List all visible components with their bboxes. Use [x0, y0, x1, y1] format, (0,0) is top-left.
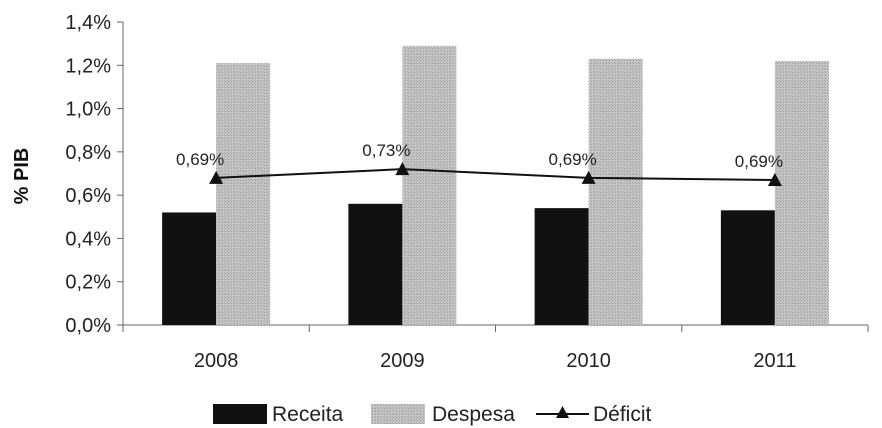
deficit-data-label: 0,69%	[176, 150, 224, 169]
receita-bar	[534, 208, 589, 325]
y-tick-label: 1,2%	[65, 55, 111, 77]
despesa-bar	[402, 45, 457, 326]
deficit-marker	[395, 162, 410, 176]
deficit-data-label: 0,69%	[549, 150, 597, 169]
deficit-data-label: 0,73%	[362, 141, 410, 160]
x-tick-label: 2008	[194, 350, 239, 372]
legend-despesa-swatch	[371, 404, 425, 424]
x-tick-label: 2010	[566, 350, 611, 372]
deficit-line: 0,69% 0,73% 0,69% 0,69%	[176, 141, 783, 186]
bars	[162, 45, 829, 326]
despesa-bar	[774, 60, 829, 325]
deficit-marker	[581, 170, 596, 184]
legend: Receita Despesa Déficit	[213, 403, 652, 426]
despesa-bar	[588, 58, 643, 326]
deficit-marker	[209, 170, 224, 184]
receita-bar	[348, 203, 403, 325]
legend-receita-label: Receita	[272, 403, 344, 426]
y-tick-label: 0,2%	[65, 272, 111, 294]
despesa-bar	[216, 63, 271, 325]
deficit-marker	[767, 172, 782, 186]
receita-bar	[162, 212, 217, 325]
receita-bar	[720, 210, 775, 325]
x-tick-label: 2009	[380, 350, 425, 372]
legend-receita-swatch	[213, 404, 267, 424]
deficit-data-label: 0,69%	[735, 152, 783, 171]
y-axis-title: % PIB	[11, 148, 33, 205]
y-tick-label: 1,4%	[65, 12, 111, 34]
y-tick-label: 1,0%	[65, 99, 111, 121]
legend-deficit-label: Déficit	[593, 403, 652, 426]
y-axis: 0,0% 0,2% 0,4% 0,6% 0,8% 1,0% 1,2% 1,4%	[65, 12, 124, 337]
x-tick-label: 2011	[753, 350, 796, 372]
y-tick-label: 0,6%	[65, 185, 111, 207]
y-tick-label: 0,4%	[65, 228, 111, 250]
x-axis: 2008 2009 2010 2011	[122, 324, 869, 372]
y-tick-label: 0,0%	[65, 315, 111, 337]
y-tick-label: 0,8%	[65, 142, 111, 164]
legend-despesa-label: Despesa	[432, 403, 515, 426]
legend-deficit-marker	[556, 406, 569, 418]
deficit-line-path	[216, 168, 775, 181]
